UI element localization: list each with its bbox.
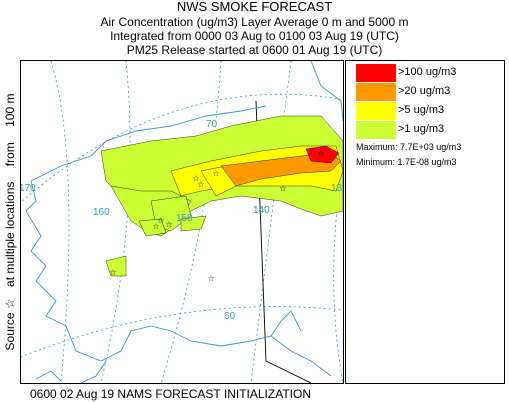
star-icon: ☆: [317, 149, 324, 158]
min-value: Minimum: 1.7E-08 ug/m3: [356, 157, 457, 167]
graticule-labels: 70 60 170 160 150 140 130: [21, 119, 343, 322]
legend-label-1: >1 ug/m3: [398, 123, 445, 135]
subtitle-concentration: Air Concentration (ug/m3) Layer Average …: [100, 15, 409, 29]
source-side-label: Source ☆ at multiple locations from 100 …: [3, 57, 17, 387]
legend-item-20: >20 ug/m3: [356, 83, 496, 101]
lon-170-label: 170: [21, 183, 36, 194]
lat-70-label: 70: [206, 119, 218, 130]
smoke-map: ☆ ☆ ☆ ☆ ☆ ☆ ☆ ☆ ☆ ☆ 70 60 170 160 150 14…: [20, 60, 344, 384]
legend-swatch-100: [356, 64, 396, 82]
legend-label-100: >100 ug/m3: [398, 66, 457, 78]
star-icon: ☆: [279, 184, 286, 193]
legend-item-5: >5 ug/m3: [356, 102, 496, 120]
smoke-plume: [100, 115, 343, 277]
source-markers: ☆ ☆ ☆ ☆ ☆ ☆ ☆ ☆ ☆ ☆: [109, 149, 324, 283]
grid-lon-140: [250, 61, 292, 383]
subtitle-release: PM25 Release started at 0600 01 Aug 19 (…: [126, 43, 383, 57]
star-icon: ☆: [207, 274, 214, 283]
lon-140-label: 140: [253, 205, 270, 216]
lon-130-label: 130: [331, 183, 343, 194]
star-icon: ☆: [165, 220, 172, 229]
legend-item-1: >1 ug/m3: [356, 121, 496, 139]
legend-swatch-20: [356, 83, 396, 101]
star-icon: ☆: [192, 174, 199, 183]
source-from-label: from: [3, 142, 17, 167]
star-icon: ☆: [197, 180, 204, 189]
source-label: Source: [3, 312, 17, 351]
star-icon: ☆: [212, 169, 219, 178]
grid-lon-160: [100, 61, 131, 383]
legend-item-100: >100 ug/m3: [356, 64, 496, 82]
legend-swatch-1: [356, 121, 396, 139]
source-star-icon: ☆: [3, 298, 17, 310]
grid-lat-70: [21, 93, 343, 203]
lon-150-label: 150: [176, 213, 193, 224]
page-title: NWS SMOKE FORECAST: [176, 0, 333, 14]
star-icon: ☆: [152, 222, 159, 231]
source-height-label: 100 m: [3, 93, 17, 127]
source-locations-label: at multiple locations: [3, 181, 17, 287]
lon-160-label: 160: [93, 207, 110, 218]
grid-lon-130: [333, 161, 343, 383]
subtitle-integration: Integrated from 0000 03 Aug to 0100 03 A…: [110, 29, 399, 43]
footer-initialization: 0600 02 Aug 19 NAMS FORECAST INITIALIZAT…: [30, 387, 311, 401]
grid-lon-170: [50, 61, 70, 383]
legend-label-5: >5 ug/m3: [398, 104, 445, 116]
legend-label-20: >20 ug/m3: [398, 85, 451, 97]
lat-60-label: 60: [224, 311, 236, 322]
legend-panel: >100 ug/m3 >20 ug/m3 >5 ug/m3 >1 ug/m3 M…: [345, 60, 505, 384]
star-icon: ☆: [157, 216, 164, 225]
map-canvas: ☆ ☆ ☆ ☆ ☆ ☆ ☆ ☆ ☆ ☆ 70 60 170 160 150 14…: [21, 61, 343, 383]
star-icon: ☆: [109, 268, 116, 277]
coastline: [25, 61, 343, 383]
legend-swatch-5: [356, 102, 396, 120]
max-value: Maximum: 7.7E+03 ug/m3: [356, 142, 462, 152]
